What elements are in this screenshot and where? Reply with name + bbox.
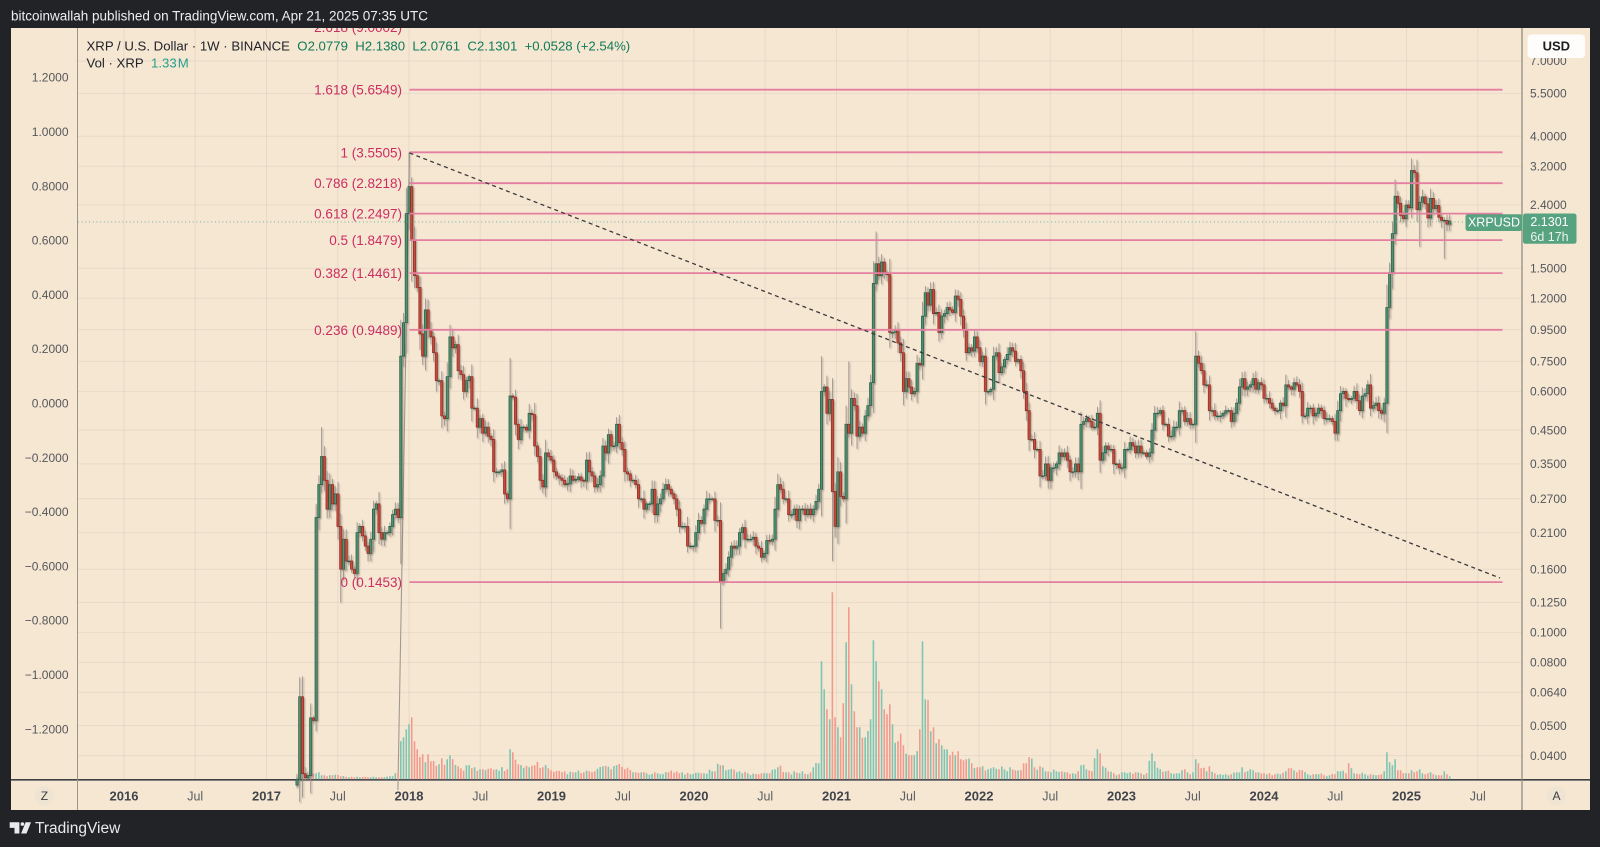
svg-text:6d 17h: 6d 17h bbox=[1530, 230, 1568, 244]
svg-text:1.0000: 1.0000 bbox=[32, 125, 69, 139]
svg-text:0.2100: 0.2100 bbox=[1530, 526, 1567, 540]
svg-text:0.0640: 0.0640 bbox=[1530, 686, 1567, 700]
svg-text:0.0000: 0.0000 bbox=[32, 397, 69, 411]
svg-text:1.2000: 1.2000 bbox=[32, 71, 69, 85]
svg-text:0.3500: 0.3500 bbox=[1530, 457, 1567, 471]
svg-text:Jul: Jul bbox=[615, 790, 631, 804]
svg-text:Jul: Jul bbox=[1042, 790, 1058, 804]
svg-text:0 (0.1453): 0 (0.1453) bbox=[340, 575, 402, 590]
svg-text:2022: 2022 bbox=[965, 789, 994, 804]
svg-text:0.6000: 0.6000 bbox=[32, 234, 69, 248]
svg-text:0.0800: 0.0800 bbox=[1530, 656, 1567, 670]
svg-text:0.618 (2.2497): 0.618 (2.2497) bbox=[314, 207, 402, 222]
svg-text:1 (3.5505): 1 (3.5505) bbox=[340, 145, 402, 160]
svg-text:1.618 (5.6549): 1.618 (5.6549) bbox=[314, 83, 402, 98]
svg-text:2018: 2018 bbox=[395, 789, 424, 804]
svg-text:TradingView: TradingView bbox=[35, 820, 121, 837]
svg-text:Jul: Jul bbox=[1470, 790, 1486, 804]
svg-text:0.7500: 0.7500 bbox=[1530, 355, 1567, 369]
svg-text:Z: Z bbox=[41, 789, 48, 803]
svg-text:0.2000: 0.2000 bbox=[32, 342, 69, 356]
svg-text:0.1250: 0.1250 bbox=[1530, 596, 1567, 610]
svg-text:−0.4000: −0.4000 bbox=[25, 505, 69, 519]
svg-text:XRPUSD: XRPUSD bbox=[1468, 216, 1520, 230]
svg-text:2.4000: 2.4000 bbox=[1530, 198, 1567, 212]
svg-text:0.8000: 0.8000 bbox=[32, 179, 69, 193]
svg-text:0.1600: 0.1600 bbox=[1530, 562, 1567, 576]
svg-text:0.9500: 0.9500 bbox=[1530, 323, 1567, 337]
svg-text:2024: 2024 bbox=[1250, 789, 1280, 804]
svg-text:Jul: Jul bbox=[187, 790, 203, 804]
svg-text:0.4000: 0.4000 bbox=[32, 288, 69, 302]
svg-text:Jul: Jul bbox=[1185, 790, 1201, 804]
svg-text:A: A bbox=[1552, 789, 1560, 803]
svg-text:Jul: Jul bbox=[900, 790, 916, 804]
svg-text:−0.2000: −0.2000 bbox=[25, 451, 69, 465]
svg-text:0.6000: 0.6000 bbox=[1530, 385, 1567, 399]
svg-text:5.5000: 5.5000 bbox=[1530, 87, 1567, 101]
svg-text:2019: 2019 bbox=[537, 789, 566, 804]
svg-text:0.1000: 0.1000 bbox=[1530, 626, 1567, 640]
svg-text:0.5 (1.8479): 0.5 (1.8479) bbox=[329, 233, 402, 248]
svg-text:XRP / U.S. Dollar · 1W · BINAN: XRP / U.S. Dollar · 1W · BINANCE O2.0779… bbox=[87, 39, 631, 54]
svg-text:0.0400: 0.0400 bbox=[1530, 749, 1567, 763]
svg-text:2023: 2023 bbox=[1107, 789, 1136, 804]
svg-text:2020: 2020 bbox=[680, 789, 709, 804]
svg-text:2017: 2017 bbox=[252, 789, 281, 804]
svg-text:Jul: Jul bbox=[1327, 790, 1343, 804]
svg-text:2.1301: 2.1301 bbox=[1530, 215, 1568, 229]
svg-text:−1.2000: −1.2000 bbox=[25, 722, 69, 736]
svg-text:0.2700: 0.2700 bbox=[1530, 492, 1567, 506]
svg-text:0.236 (0.9489): 0.236 (0.9489) bbox=[314, 323, 402, 338]
svg-text:0.786 (2.8218): 0.786 (2.8218) bbox=[314, 176, 402, 191]
svg-text:0.4500: 0.4500 bbox=[1530, 423, 1567, 437]
svg-text:−0.6000: −0.6000 bbox=[25, 559, 69, 573]
svg-text:2016: 2016 bbox=[110, 789, 139, 804]
svg-text:1.5000: 1.5000 bbox=[1530, 261, 1567, 275]
svg-text:3.2000: 3.2000 bbox=[1530, 160, 1567, 174]
svg-text:0.0500: 0.0500 bbox=[1530, 719, 1567, 733]
svg-text:−0.8000: −0.8000 bbox=[25, 614, 69, 628]
svg-text:Vol · XRP 1.33 M: Vol · XRP 1.33 M bbox=[87, 56, 189, 71]
svg-text:1.2000: 1.2000 bbox=[1530, 291, 1567, 305]
svg-text:bitcoinwallah published on Tra: bitcoinwallah published on TradingView.c… bbox=[11, 9, 428, 24]
svg-text:Jul: Jul bbox=[472, 790, 488, 804]
svg-text:4.0000: 4.0000 bbox=[1530, 129, 1567, 143]
svg-text:Jul: Jul bbox=[757, 790, 773, 804]
svg-text:USD: USD bbox=[1543, 39, 1570, 54]
svg-text:2021: 2021 bbox=[822, 789, 851, 804]
svg-text:0.382 (1.4461): 0.382 (1.4461) bbox=[314, 266, 402, 281]
svg-text:2025: 2025 bbox=[1392, 789, 1421, 804]
svg-text:−1.0000: −1.0000 bbox=[25, 668, 69, 682]
svg-text:Jul: Jul bbox=[330, 790, 346, 804]
